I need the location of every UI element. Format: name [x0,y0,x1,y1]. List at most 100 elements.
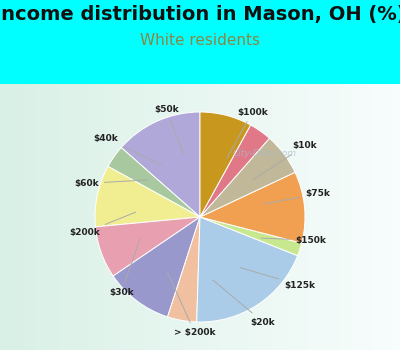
Bar [340,84,344,350]
Bar [48,84,52,350]
Bar [376,84,380,350]
Bar [24,84,28,350]
Wedge shape [108,148,200,217]
Bar [188,84,192,350]
Bar [16,84,20,350]
Bar [160,84,164,350]
Bar [56,84,60,350]
Bar [384,84,388,350]
Bar [196,84,200,350]
Bar [104,84,108,350]
Bar [168,84,172,350]
Bar [324,84,328,350]
Bar [212,84,216,350]
Bar [180,84,184,350]
Text: White residents: White residents [140,33,260,48]
Bar [388,84,392,350]
Bar [140,84,144,350]
Bar [316,84,320,350]
Bar [312,84,316,350]
Text: $150k: $150k [261,236,326,245]
Bar [88,84,92,350]
Bar [372,84,376,350]
Bar [72,84,76,350]
Bar [116,84,120,350]
Text: $200k: $200k [69,212,136,237]
Wedge shape [197,217,298,322]
Bar [228,84,232,350]
Bar [164,84,168,350]
Text: $75k: $75k [264,189,330,204]
Wedge shape [168,217,200,322]
Bar [92,84,96,350]
Bar [380,84,384,350]
Bar [336,84,340,350]
Bar [52,84,56,350]
Bar [184,84,188,350]
Bar [100,84,104,350]
Bar [224,84,228,350]
Bar [152,84,156,350]
Text: $100k: $100k [227,107,268,158]
Bar [40,84,44,350]
Bar [256,84,260,350]
Bar [264,84,268,350]
Bar [172,84,176,350]
Bar [392,84,396,350]
Text: $60k: $60k [74,179,148,188]
Bar [204,84,208,350]
Bar [8,84,12,350]
Bar [292,84,296,350]
Text: Income distribution in Mason, OH (%): Income distribution in Mason, OH (%) [0,5,400,24]
Bar [96,84,100,350]
Bar [0,84,4,350]
Bar [132,84,136,350]
Bar [248,84,252,350]
Bar [300,84,304,350]
Bar [176,84,180,350]
Text: $30k: $30k [109,239,140,297]
Text: $10k: $10k [253,141,317,180]
Bar [44,84,48,350]
Bar [240,84,244,350]
Bar [284,84,288,350]
Wedge shape [200,217,302,256]
Bar [84,84,88,350]
Bar [76,84,80,350]
Bar [32,84,36,350]
Bar [64,84,68,350]
Wedge shape [200,138,295,217]
Wedge shape [95,166,200,227]
Bar [156,84,160,350]
Bar [208,84,212,350]
Bar [136,84,140,350]
Text: $125k: $125k [240,267,315,290]
Bar [360,84,364,350]
Wedge shape [96,217,200,276]
Bar [344,84,348,350]
Bar [272,84,276,350]
Bar [120,84,124,350]
Bar [36,84,40,350]
Bar [144,84,148,350]
Text: $20k: $20k [213,280,275,327]
Bar [124,84,128,350]
Bar [280,84,284,350]
Bar [112,84,116,350]
Bar [348,84,352,350]
Bar [252,84,256,350]
Bar [364,84,368,350]
Bar [332,84,336,350]
Text: > $200k: > $200k [167,272,216,337]
Wedge shape [200,112,250,217]
Bar [260,84,264,350]
Text: $50k: $50k [154,105,184,154]
Wedge shape [200,125,270,217]
Bar [368,84,372,350]
Bar [356,84,360,350]
Bar [308,84,312,350]
Bar [200,84,204,350]
Wedge shape [121,112,200,217]
Bar [12,84,16,350]
Bar [236,84,240,350]
